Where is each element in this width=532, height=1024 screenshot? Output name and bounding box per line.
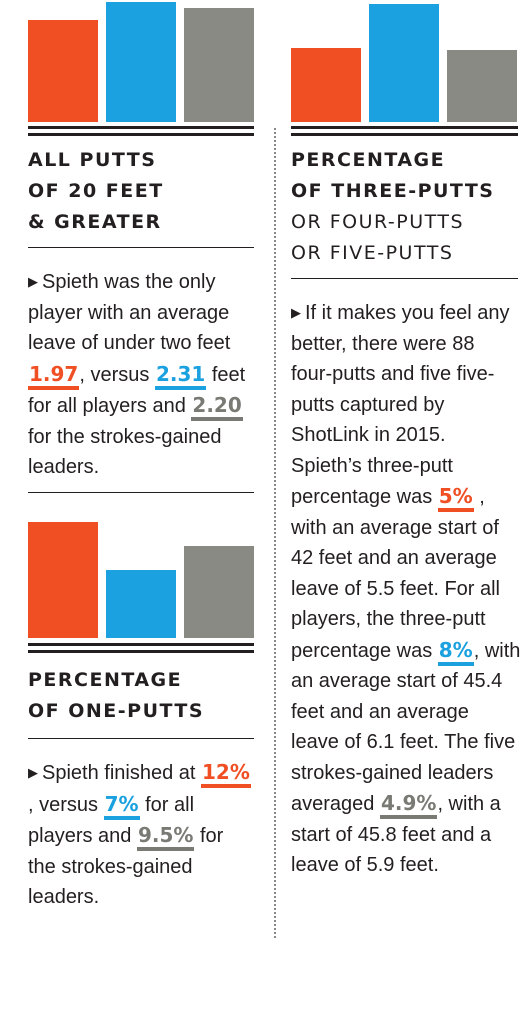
- sg-leaders-value: 9.5%: [136, 823, 195, 851]
- all-players-value: 8%: [437, 637, 474, 666]
- panel2-text: ▶ If it makes you feel any better, there …: [291, 302, 521, 876]
- heading-line: & GREATER: [28, 211, 162, 233]
- heading-line: PERCENTAGE: [28, 669, 183, 691]
- panel3-heading: PERCENTAGE OF ONE-PUTTS: [28, 665, 204, 727]
- heading-rule: [28, 247, 254, 248]
- bar-all-players: [106, 570, 176, 638]
- spieth-value: 12%: [201, 760, 251, 788]
- bar-spieth: [28, 522, 98, 638]
- heading-rule: [28, 738, 254, 739]
- panel1-heading: ALL PUTTS OF 20 FEET & GREATER: [28, 145, 164, 238]
- subheading-line: OR FOUR-PUTTS: [291, 211, 465, 233]
- chart-baseline-rule: [28, 643, 254, 646]
- heading-line: PERCENTAGE: [291, 149, 446, 171]
- heading-line: OF THREE-PUTTS: [291, 180, 495, 202]
- bar-sg-leaders: [184, 546, 254, 638]
- bar-sg-leaders: [447, 50, 517, 122]
- spieth-value: 5%: [437, 484, 474, 512]
- arrow-icon: ▶: [291, 305, 301, 320]
- subheading-line: OR FIVE-PUTTS: [291, 242, 454, 264]
- heading-line: ALL PUTTS: [28, 149, 157, 171]
- heading-line: OF ONE-PUTTS: [28, 700, 205, 722]
- arrow-icon: ▶: [28, 765, 38, 780]
- chart-baseline-rule: [28, 650, 254, 653]
- bar-all-players: [369, 4, 439, 122]
- bar-spieth: [28, 20, 98, 122]
- panel3-text: ▶ Spieth finished at 12% , versus 7% for …: [28, 760, 251, 908]
- column-divider: [274, 128, 276, 938]
- section-rule: [28, 492, 254, 493]
- bar-spieth: [291, 48, 361, 122]
- bar-all-players: [106, 2, 176, 122]
- arrow-icon: ▶: [28, 274, 38, 289]
- all-players-value: 2.31: [154, 361, 207, 390]
- heading-line: OF 20 FEET: [28, 180, 164, 202]
- chart-baseline-rule: [291, 133, 518, 136]
- sg-leaders-value: 4.9%: [379, 791, 438, 819]
- spieth-value: 1.97: [28, 361, 80, 390]
- bar-sg-leaders: [184, 8, 254, 122]
- sg-leaders-value: 2.20: [191, 393, 243, 421]
- heading-rule: [291, 278, 518, 279]
- panel2-subheading: OR FOUR-PUTTS OR FIVE-PUTTS: [291, 207, 464, 269]
- chart-baseline-rule: [28, 126, 254, 129]
- chart-baseline-rule: [291, 126, 518, 129]
- all-players-value: 7%: [103, 791, 140, 820]
- panel1-text: ▶ Spieth was the only player with an aver…: [28, 271, 246, 478]
- chart-baseline-rule: [28, 133, 254, 136]
- panel2-heading: PERCENTAGE OF THREE-PUTTS: [291, 145, 494, 207]
